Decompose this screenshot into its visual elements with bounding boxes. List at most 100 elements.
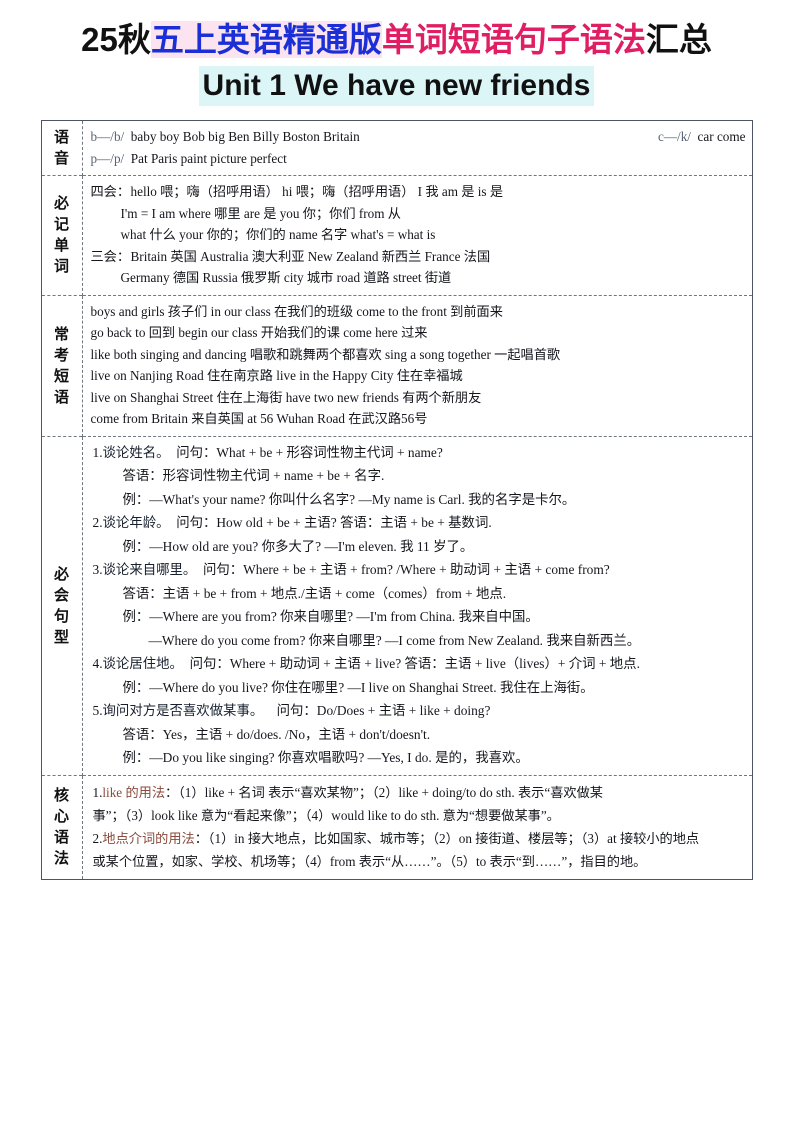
grammar-point: 1.like 的用法：（1）like + 名词 表示“喜欢某物”；（2）like… [93, 781, 744, 804]
three-skills-line-0: 三会：Britain 英国 Australia 澳大利亚 New Zealand… [91, 246, 746, 268]
sentence-question: 问句：Where + 助动词 + 主语 + live? 答语：主语 + live… [189, 656, 640, 671]
row-label-grammar: 核 心 语 法 [41, 774, 83, 879]
phrase-line: live on Shanghai Street 住在上海街 have two n… [90, 389, 482, 405]
row-label-phonetics: 语 音 [41, 120, 83, 176]
phrase-line: go back to 回到 begin our class 开始我们的课 com… [90, 325, 428, 340]
four-skills-text-2: what 什么 your 你的；你们的 name 名字 what's = wha… [120, 227, 436, 242]
phrase-line: boys and girls 孩子们 in our class 在我们的班级 c… [90, 303, 503, 319]
grammar-text: ：（1）like + 名词 表示“喜欢某物”；（2）like + doing/t… [165, 784, 603, 800]
sentence-example: 例：—How old are you? 你多大了? —I'm eleven. 我… [122, 538, 474, 554]
row-content-words: 四会：hello 喂；嗨（招呼用语） hi 喂；嗨（招呼用语） I 我 am 是… [82, 175, 752, 295]
grammar-topic: 地点介词的用法 [102, 830, 195, 846]
sentence-example: 例：—Where do you live? 你住在哪里? —I live on … [122, 679, 594, 695]
table-row-words: 必 记 单 词 四会：hello 喂；嗨（招呼用语） hi 喂；嗨（招呼用语） … [41, 175, 752, 295]
phrase-line: like both singing and dancing 唱歌和跳舞两个都喜欢… [90, 346, 561, 362]
row-label-grammar-char-0: 核 [53, 786, 69, 804]
phonetic-symbol-b: b—/b/ [90, 129, 125, 144]
row-label-phrases: 常 考 短 语 [41, 294, 83, 436]
title-part-topics: 单词短语句子语法 [381, 21, 646, 58]
sentence-topic: 询问对方是否喜欢做某事。 [102, 703, 264, 718]
phrase-line: live on Nanjing Road 住在南京路 live in the H… [90, 368, 463, 383]
row-label-words-char-0: 必 [53, 194, 69, 213]
row-label-words-char-1: 记 [53, 215, 69, 234]
sentence-pattern-heading: 1.谈论姓名。 问句：What + be + 形容词性物主代词 + name? [93, 441, 746, 465]
four-skills-line-0: 四会：hello 喂；嗨（招呼用语） hi 喂；嗨（招呼用语） I 我 am 是… [91, 181, 746, 203]
sentence-question: 问句：What + be + 形容词性物主代词 + name? [176, 444, 443, 460]
row-label-sentences: 必 会 句 型 [41, 435, 83, 775]
three-skills-tag: 三会： [90, 248, 131, 264]
sentence-topic: 谈论居住地。 [102, 656, 183, 671]
table-row-sentences: 必 会 句 型 1.谈论姓名。 问句：What + be + 形容词性物主代词 … [41, 435, 752, 775]
four-skills-tag: 四会： [90, 184, 131, 199]
sentence-question: 问句：Do/Does + 主语 + like + doing? [276, 703, 491, 718]
row-label-grammar-char-2: 语 [53, 828, 69, 846]
sentence-pattern-heading: 2.谈论年龄。 问句：How old + be + 主语? 答语：主语 + be… [93, 511, 746, 535]
three-skills-text-1: Germany 德国 Russia 俄罗斯 city 城市 road 道路 st… [120, 270, 452, 285]
phonetic-words-c: car come [697, 129, 746, 144]
sentence-num: 1. [92, 444, 103, 460]
sentence-example: —Where do you come from? 你来自哪里? —I come … [148, 632, 641, 648]
phonetic-words-b: baby boy Bob big Ben Billy Boston Britai… [130, 129, 360, 144]
sentence-answer: 答语：形容词性物主代词 + name + be + 名字. [122, 468, 385, 483]
phonetic-words-p: Pat Paris paint picture perfect [130, 150, 287, 166]
row-label-words-char-2: 单 [53, 236, 69, 255]
row-label-phrases-char-3: 语 [53, 387, 69, 406]
sentence-topic: 谈论来自哪里。 [102, 562, 197, 577]
row-content-sentences: 1.谈论姓名。 问句：What + be + 形容词性物主代词 + name? … [82, 435, 752, 775]
page-subtitle: Unit 1 We have new friends [198, 66, 595, 106]
grammar-num: 1. [92, 784, 103, 800]
four-skills-line-2: what 什么 your 你的；你们的 name 名字 what's = wha… [91, 224, 746, 246]
table-row-grammar: 核 心 语 法 1.like 的用法：（1）like + 名词 表示“喜欢某物”… [41, 774, 752, 879]
sentence-question: 问句：Where + be + 主语 + from? /Where + 助动词 … [202, 562, 610, 577]
sentence-topic: 谈论姓名。 [102, 444, 170, 460]
row-label-phonetics-char-1: 音 [53, 149, 69, 167]
title-part-season: 25秋 [81, 21, 151, 58]
title-part-edition: 五上英语精通版 [150, 21, 382, 58]
sentence-pattern-heading: 4.谈论居住地。 问句：Where + 助动词 + 主语 + live? 答语：… [93, 652, 746, 676]
sentence-pattern-heading: 5.询问对方是否喜欢做某事。 问句：Do/Does + 主语 + like + … [93, 699, 746, 723]
row-label-phrases-char-2: 短 [53, 366, 69, 385]
row-label-sentences-char-0: 必 [53, 564, 69, 583]
sentence-answer: 答语：Yes，主语 + do/does. /No，主语 + don't/does… [122, 726, 431, 742]
page-title-block: 25秋五上英语精通版单词短语句子语法汇总 Unit 1 We have new … [0, 0, 793, 106]
grammar-text: ：（1）in 接大地点，比如国家、城市等；（2）on 接街道、楼层等；（3）at… [194, 830, 700, 846]
title-part-summary: 汇总 [645, 21, 712, 58]
row-content-phonetics: b—/b/ baby boy Bob big Ben Billy Boston … [82, 121, 752, 176]
sentence-example: 例：—What's your name? 你叫什么名字? —My name is… [122, 491, 576, 507]
row-label-sentences-char-3: 型 [53, 627, 69, 646]
grammar-point-continued: 或某个位置，如家、学校、机场等；（4）from 表示“从……”。（5）to 表示… [92, 853, 647, 869]
phrase-line: come from Britain 来自英国 at 56 Wuhan Road … [90, 411, 428, 426]
row-label-grammar-char-1: 心 [53, 807, 69, 825]
row-label-phonetics-char-0: 语 [53, 128, 69, 146]
sentence-num: 4. [92, 656, 103, 671]
four-skills-text-1: I'm = I am where 哪里 are 是 you 你；你们 from … [120, 205, 401, 221]
row-label-words: 必 记 单 词 [41, 175, 83, 295]
row-label-grammar-char-3: 法 [53, 849, 69, 867]
page-title: 25秋五上英语精通版单词短语句子语法汇总 [0, 18, 793, 62]
phonetic-symbol-c: c—/k/ [657, 129, 691, 144]
three-skills-line-1: Germany 德国 Russia 俄罗斯 city 城市 road 道路 st… [91, 267, 746, 289]
three-skills-text-0: Britain 英国 Australia 澳大利亚 New Zealand 新西… [130, 248, 491, 264]
row-label-sentences-char-2: 句 [53, 606, 69, 625]
sentence-pattern-heading: 3.谈论来自哪里。 问句：Where + be + 主语 + from? /Wh… [93, 558, 746, 582]
four-skills-text-0: hello 喂；嗨（招呼用语） hi 喂；嗨（招呼用语） I 我 am 是 is… [130, 184, 504, 199]
sentence-num: 3. [92, 562, 103, 577]
row-content-grammar: 1.like 的用法：（1）like + 名词 表示“喜欢某物”；（2）like… [82, 774, 752, 879]
grammar-num: 2. [92, 830, 103, 846]
phonetic-symbol-p: p—/p/ [90, 150, 125, 166]
phonetics-line-1: b—/b/ baby boy Bob big Ben Billy Boston … [91, 126, 746, 148]
grammar-point-continued: 事”；（3）look like 意为“看起来像”；（4）would like t… [92, 807, 560, 823]
sentence-example: 例：—Do you like singing? 你喜欢唱歌吗? —Yes, I … [122, 750, 529, 765]
grammar-point: 2.地点介词的用法：（1）in 接大地点，比如国家、城市等；（2）on 接街道、… [93, 827, 744, 850]
row-label-phrases-char-0: 常 [53, 324, 69, 343]
phonetics-line-2: p—/p/ Pat Paris paint picture perfect [91, 148, 746, 170]
table-row-phrases: 常 考 短 语 boys and girls 孩子们 in our class … [41, 294, 752, 436]
sentence-answer: 答语：主语 + be + from + 地点./主语 + come（comes）… [122, 585, 507, 601]
sentence-question: 问句：How old + be + 主语? 答语：主语 + be + 基数词. [176, 515, 492, 530]
row-label-phrases-char-1: 考 [53, 345, 69, 364]
row-content-phrases: boys and girls 孩子们 in our class 在我们的班级 c… [82, 294, 752, 436]
study-sheet-table: 语 音 b—/b/ baby boy Bob big Ben Billy Bos… [40, 120, 753, 880]
four-skills-line-1: I'm = I am where 哪里 are 是 you 你；你们 from … [91, 203, 746, 225]
grammar-topic: like 的用法 [102, 784, 166, 800]
row-label-words-char-3: 词 [53, 257, 69, 276]
